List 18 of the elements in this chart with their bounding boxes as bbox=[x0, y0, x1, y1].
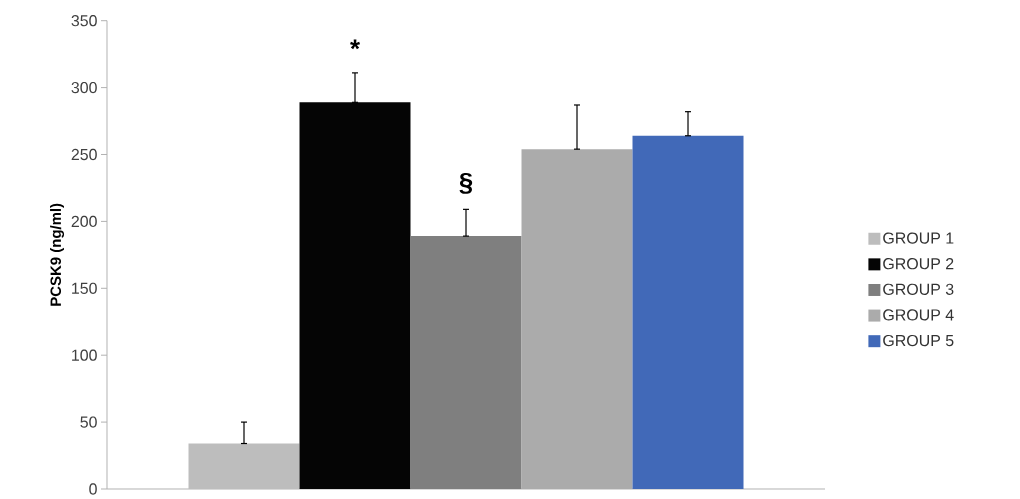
y-tick-label: 300 bbox=[71, 81, 97, 94]
annotation: § bbox=[459, 172, 473, 194]
y-tick-label: 350 bbox=[71, 15, 97, 27]
legend-label: GROUP 3 bbox=[883, 283, 954, 295]
legend-label: GROUP 1 bbox=[883, 232, 954, 244]
y-tick-label: 200 bbox=[71, 215, 97, 228]
bar bbox=[410, 236, 522, 489]
bar bbox=[632, 135, 744, 489]
y-tick-label: 0 bbox=[89, 483, 97, 495]
y-tick-label: 250 bbox=[71, 148, 97, 161]
legend-label: GROUP 2 bbox=[883, 258, 954, 270]
annotation: * bbox=[350, 39, 361, 50]
y-tick-label: 100 bbox=[72, 349, 97, 361]
y-axis-title: PCSK9 (ng/ml) bbox=[50, 203, 65, 306]
y-tick-label: 150 bbox=[72, 282, 97, 294]
legend-label: GROUP 5 bbox=[883, 334, 954, 347]
legend-label: GROUP 4 bbox=[883, 309, 954, 321]
y-tick-label: 50 bbox=[80, 416, 97, 428]
